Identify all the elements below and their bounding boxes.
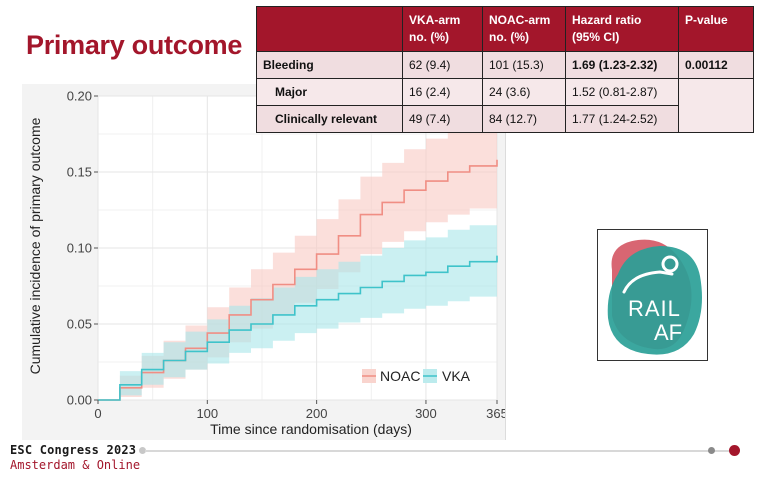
x-tick-label: 300 [415,406,437,421]
table-header-row: VKA-arm no. (%) NOAC-arm no. (%) Hazard … [256,6,754,52]
x-tick-label: 200 [306,406,328,421]
confidence-band-layer [98,115,497,401]
tick-label-layer: 0.00 0.05 0.10 0.15 0.20 0 100 200 300 365 [67,89,505,422]
header-p-value: P-value [678,6,754,52]
chart-panel: 0.00 0.05 0.10 0.15 0.20 0 100 200 300 365 Time s… [22,84,506,440]
rail-af-logo: RAIL AF [597,229,708,361]
confidence-band-noac [98,115,497,401]
cell-vka: 49 (7.4) [402,105,483,133]
header-hazard-ratio: Hazard ratio (95% CI) [565,6,679,52]
y-tick-label: 0.05 [67,317,92,332]
y-tick-label: 0.00 [67,393,92,408]
y-tick-label: 0.20 [67,89,92,104]
logo-af-text: AF [654,320,682,345]
table-row: Bleeding 62 (9.4) 101 (15.3) 1.69 (1.23-… [256,51,754,79]
header-cell-blank [256,6,403,52]
legend-label-noac: NOAC [380,368,420,384]
footer-start-dot [139,447,146,454]
row-label-major: Major [256,78,403,106]
cell-hazard-ratio: 1.69 (1.23-2.32) [565,51,679,79]
legend-label-vka: VKA [442,368,471,384]
row-label-clinically-relevant: Clinically relevant [256,105,403,133]
logo-teal-shape [607,246,702,355]
footer-progress-line [145,450,735,452]
header-noac-arm: NOAC-arm no. (%) [482,6,566,52]
logo-head [661,255,679,273]
cell-vka: 16 (2.4) [402,78,483,106]
cell-p-value-merged [678,78,754,133]
logo-rail-text: RAIL [628,296,681,321]
cell-noac: 24 (3.6) [482,78,566,106]
header-vka-arm: VKA-arm no. (%) [402,6,483,52]
footer-dot-gray [708,447,715,454]
footer-dot-red [729,445,740,456]
outcome-table: VKA-arm no. (%) NOAC-arm no. (%) Hazard … [256,6,754,133]
cell-hazard-ratio: 1.52 (0.81-2.87) [565,78,679,106]
table-row: Clinically relevant 49 (7.4) 84 (12.7) 1… [256,105,754,133]
x-axis-label: Time since randomisation (days) [210,421,412,437]
slide-title: Primary outcome [26,30,243,60]
cell-hazard-ratio: 1.77 (1.24-2.52) [565,105,679,133]
cell-p-value: 0.00112 [678,51,754,79]
confidence-band-vka [98,217,497,400]
logo-figure [622,270,674,294]
congress-location: Amsterdam & Online [10,458,141,472]
cell-noac: 101 (15.3) [482,51,566,79]
chart-legend: NOAC VKA [362,368,471,384]
cell-vka: 62 (9.4) [402,51,483,79]
series-line-layer [98,159,498,401]
series-line-vka [98,255,498,401]
y-tick-label: 0.10 [67,241,92,256]
table-row: Major 16 (2.4) 24 (3.6) 1.52 (0.81-2.87) [256,78,754,133]
row-label-bleeding: Bleeding [256,51,403,79]
x-tick-label: 0 [94,406,101,421]
x-tick-label: 365 [486,406,505,421]
cell-noac: 84 (12.7) [482,105,566,133]
rail-af-logo-graphic: RAIL AF [607,239,702,355]
cumulative-incidence-chart: 0.00 0.05 0.10 0.15 0.20 0 100 200 300 365 Time s… [27,89,505,438]
x-tick-label: 100 [196,406,218,421]
y-axis-label: Cumulative incidence of primary outcome [27,117,43,374]
y-tick-label: 0.15 [67,165,92,180]
congress-name: ESC Congress 2023 [10,443,137,457]
